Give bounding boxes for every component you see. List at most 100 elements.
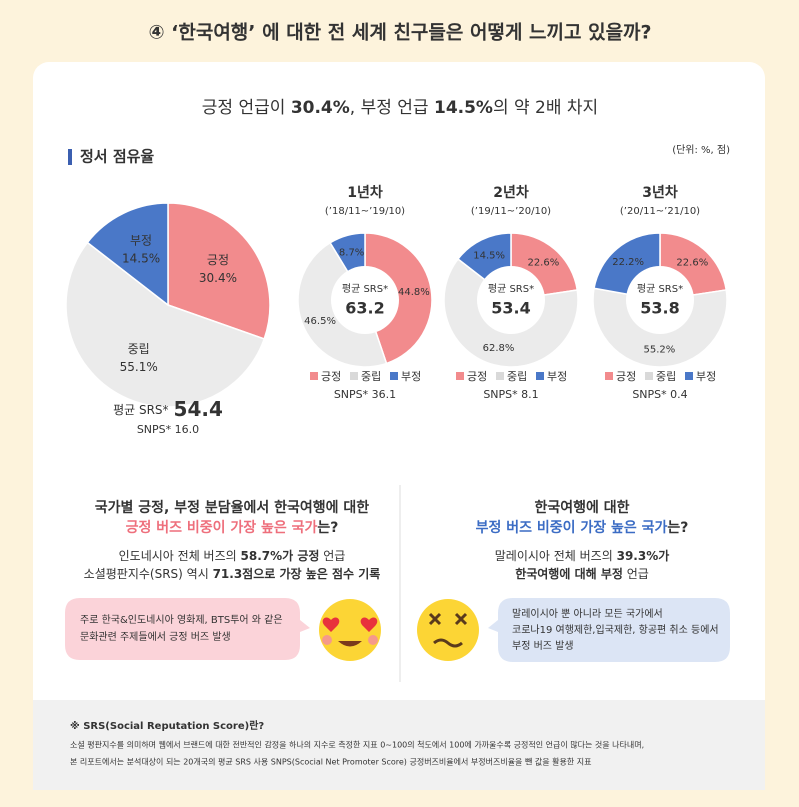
footnote-text: 소셜 평판지수를 의미하며 웹에서 브랜드에 대한 전반적인 감정을 하나의 지… bbox=[70, 740, 644, 750]
body-part: 언급 bbox=[623, 567, 649, 581]
heart-eyes-emoji bbox=[319, 599, 381, 661]
section-marker bbox=[68, 149, 72, 165]
legend-label: 긍정 bbox=[616, 370, 636, 383]
slice-label: 14.5% bbox=[122, 252, 160, 266]
slice-category: 중립 bbox=[128, 342, 150, 356]
legend-label: 부정 bbox=[696, 370, 716, 383]
legend-label: 부정 bbox=[547, 370, 567, 383]
pie-slice bbox=[86, 202, 169, 307]
left-body: 인도네시아 전체 버즈의 58.7%가 긍정 언급 bbox=[119, 548, 346, 563]
section-title: 정서 점유율 bbox=[80, 148, 154, 166]
legend-label: 긍정 bbox=[467, 370, 487, 383]
left-bubble bbox=[65, 598, 310, 660]
srs-label: 평균 SRS* bbox=[113, 403, 168, 417]
srs-value: 54.4 bbox=[174, 397, 223, 421]
heading-part: 는? bbox=[667, 520, 688, 536]
slice-label: 46.5% bbox=[304, 316, 336, 327]
dizzy-emoji bbox=[417, 599, 479, 661]
bubble-text: 부정 버즈 발생 bbox=[512, 640, 574, 652]
body-part: 말레이시아 전체 버즈의 bbox=[495, 549, 617, 563]
legend-swatch bbox=[456, 372, 464, 380]
srs-value: 53.8 bbox=[640, 299, 679, 318]
slice-label: 22.6% bbox=[527, 257, 559, 268]
pie-subtitle: (’18/11~’19/10) bbox=[325, 206, 405, 217]
pie-slice bbox=[65, 241, 266, 408]
bubble-text: 말레이시아 뿐 아니라 모든 국가에서 bbox=[512, 608, 663, 620]
body-part: 한국여행에 대해 부정 bbox=[515, 566, 623, 581]
right-bubble bbox=[488, 598, 730, 662]
footnote-title: ※ SRS(Social Reputation Score)란? bbox=[70, 720, 264, 732]
center-hole bbox=[331, 266, 399, 334]
legend-label: 중립 bbox=[361, 370, 381, 383]
legend-swatch bbox=[496, 372, 504, 380]
right-body: 한국여행에 대해 부정 언급 bbox=[515, 566, 649, 581]
pie-title: 2년차 bbox=[493, 185, 529, 201]
pie-subtitle: (’20/11~’21/10) bbox=[620, 206, 700, 217]
pie-title: 3년차 bbox=[642, 185, 678, 201]
snps: SNPS* 16.0 bbox=[137, 423, 199, 436]
slice-label: 14.5% bbox=[473, 250, 505, 261]
body-part: 소셜평판지수(SRS) 역시 bbox=[84, 567, 213, 581]
headline-part: , 부정 언급 bbox=[350, 98, 434, 118]
heading-part: 긍정 버즈 비중이 가장 높은 국가 bbox=[126, 519, 318, 536]
heading-part: 부정 버즈 비중이 가장 높은 국가 bbox=[476, 519, 668, 536]
slice-label: 44.8% bbox=[398, 287, 430, 298]
pie-title: 1년차 bbox=[347, 185, 383, 201]
center-hole bbox=[477, 266, 545, 334]
left-body: 소셜평판지수(SRS) 역시 71.3점으로 가장 높은 점수 기록 bbox=[84, 566, 381, 581]
slice-category: 긍정 bbox=[207, 253, 229, 267]
headline-part: 긍정 언급이 bbox=[202, 98, 291, 118]
snps: SNPS* 8.1 bbox=[483, 388, 538, 401]
bubble-text: 코로나19 여행제한,입국제한, 항공편 취소 등에서 bbox=[512, 623, 719, 636]
headline-part: 30.4% bbox=[291, 98, 350, 118]
right-heading: 한국여행에 대한 bbox=[534, 499, 629, 516]
legend-label: 긍정 bbox=[321, 370, 341, 383]
slice-label: 55.2% bbox=[643, 345, 675, 356]
body-part: 58.7%가 긍정 bbox=[241, 548, 320, 563]
footnote-text: 본 리포트에서는 분석대상이 되는 20개국의 평균 SRS 사용 SNPS(S… bbox=[70, 757, 591, 767]
snps: SNPS* 0.4 bbox=[632, 388, 687, 401]
slice-category: 부정 bbox=[130, 234, 152, 248]
slice-label: 22.6% bbox=[676, 257, 708, 268]
slice-label: 30.4% bbox=[199, 271, 237, 285]
legend-label: 부정 bbox=[401, 370, 421, 383]
srs-value: 53.4 bbox=[491, 299, 530, 318]
snps: SNPS* 36.1 bbox=[334, 388, 396, 401]
legend-label: 중립 bbox=[507, 370, 527, 383]
srs-label: 평균 SRS* bbox=[342, 283, 388, 295]
legend-label: 중립 bbox=[656, 370, 676, 383]
srs-value: 63.2 bbox=[345, 299, 384, 318]
heading-part: 는? bbox=[317, 520, 338, 536]
right-heading: 부정 버즈 비중이 가장 높은 국가는? bbox=[476, 519, 689, 536]
legend-swatch bbox=[390, 372, 398, 380]
body-part: 언급 bbox=[319, 549, 345, 563]
slice-label: 55.1% bbox=[120, 360, 158, 374]
bubble-text: 주로 한국&인도네시아 영화제, BTS투어 와 같은 bbox=[80, 614, 283, 626]
page-title: ④ ‘한국여행’ 에 대한 전 세계 친구들은 어떻게 느끼고 있을까? bbox=[148, 22, 651, 44]
slice-label: 62.8% bbox=[483, 343, 515, 354]
pie-slice bbox=[167, 202, 271, 340]
body-part: 인도네시아 전체 버즈의 bbox=[119, 549, 241, 563]
bubble-text: 문화관련 주제들에서 긍정 버즈 발생 bbox=[80, 631, 231, 643]
headline-part: 의 약 2배 차지 bbox=[493, 98, 598, 118]
unit: (단위: %, 점) bbox=[672, 143, 730, 156]
body-part: 71.3점으로 가장 높은 점수 기록 bbox=[213, 566, 381, 581]
body-part: 39.3%가 bbox=[617, 548, 670, 563]
legend-swatch bbox=[310, 372, 318, 380]
legend-swatch bbox=[605, 372, 613, 380]
srs-label: 평균 SRS* bbox=[488, 283, 534, 295]
slice-label: 8.7% bbox=[339, 247, 364, 258]
legend-swatch bbox=[685, 372, 693, 380]
srs-line: 평균 SRS* 54.4 bbox=[113, 397, 223, 421]
left-heading: 긍정 버즈 비중이 가장 높은 국가는? bbox=[126, 519, 339, 536]
left-heading: 국가별 긍정, 부정 분담율에서 한국여행에 대한 bbox=[95, 499, 370, 516]
headline-part: 14.5% bbox=[434, 98, 493, 118]
slice-label: 22.2% bbox=[612, 257, 644, 268]
footnote-box bbox=[33, 700, 765, 790]
srs-label: 평균 SRS* bbox=[637, 283, 683, 295]
right-body: 말레이시아 전체 버즈의 39.3%가 bbox=[495, 548, 670, 563]
legend-swatch bbox=[350, 372, 358, 380]
legend-swatch bbox=[645, 372, 653, 380]
